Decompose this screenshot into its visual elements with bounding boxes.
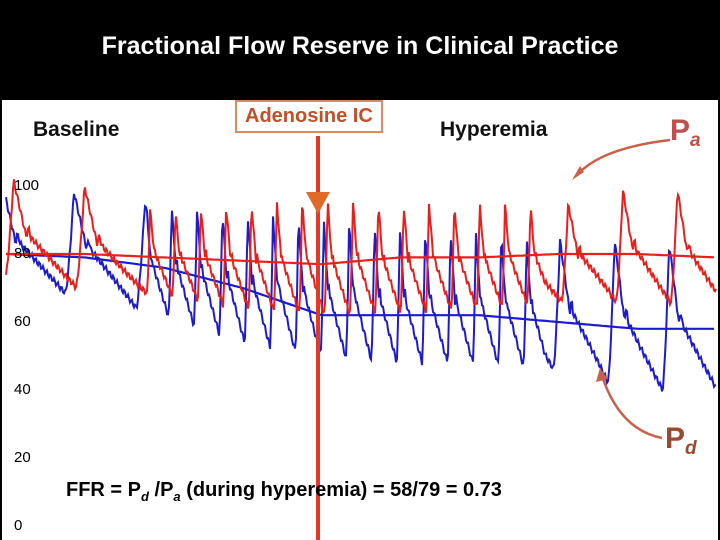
pa-trace-group xyxy=(5,179,717,317)
ffr-formula-pa-sub: a xyxy=(173,489,181,504)
pd-arrow-head xyxy=(596,368,608,382)
slide-title: Fractional Flow Reserve in Clinical Prac… xyxy=(101,32,619,60)
ffr-formula-slash: /P xyxy=(148,479,174,501)
pa-pressure-trace xyxy=(5,179,717,317)
pd-mean-pressure-line xyxy=(5,252,714,330)
pd-label-arrow xyxy=(600,375,663,440)
ffr-formula-prefix: FFR = P xyxy=(66,479,142,501)
pa-label-sub: a xyxy=(690,130,701,151)
pa-series-label: Pa xyxy=(670,114,701,152)
pa-label-arrow xyxy=(577,138,671,175)
y-tick-label: 80 xyxy=(14,245,31,262)
ffr-formula: FFR = Pd /Pa (during hyperemia) = 58/79 … xyxy=(66,479,502,504)
pd-label-main: P xyxy=(665,422,686,455)
y-tick-label: 0 xyxy=(14,517,23,534)
baseline-label: Baseline xyxy=(33,118,120,141)
y-tick-label: 20 xyxy=(14,449,31,466)
pressure-tracing-chart xyxy=(5,136,717,540)
hyperemia-label: Hyperemia xyxy=(440,118,548,141)
adenosine-label: Adenosine IC xyxy=(235,100,383,133)
y-tick-label: 100 xyxy=(14,177,40,194)
pressure-tracing-panel: Baseline Adenosine IC Hyperemia 100 80 60 4… xyxy=(2,100,718,540)
pd-series-label: Pd xyxy=(665,422,697,460)
adenosine-arrow-head xyxy=(306,192,330,214)
pa-label-main: P xyxy=(670,114,691,147)
ffr-formula-suffix: (during hyperemia) = 58/79 = 0.73 xyxy=(180,479,502,501)
pa-arrow-head xyxy=(572,166,584,180)
pd-label-sub: d xyxy=(685,438,697,459)
y-tick-label: 60 xyxy=(14,313,31,330)
pd-pressure-trace xyxy=(5,193,717,392)
ffr-formula-pd-sub: d xyxy=(141,489,149,504)
y-tick-label: 40 xyxy=(14,381,31,398)
pd-trace-group xyxy=(5,193,717,392)
pa-mean-pressure-line xyxy=(6,252,715,266)
